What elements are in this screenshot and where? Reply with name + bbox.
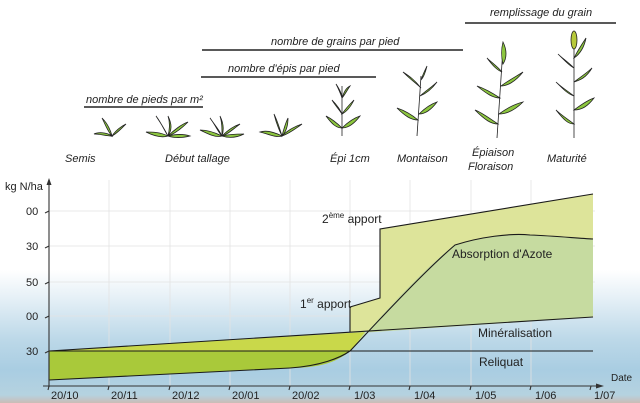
x-tick-label: 20/12 — [172, 390, 200, 402]
plant-tallage-icon — [258, 113, 303, 138]
x-tick-label: 1/06 — [535, 390, 556, 402]
stage-bar-label-remplissage: remplissage du grain — [490, 7, 592, 19]
y-tick-label: 00 — [26, 311, 38, 323]
fertilizer-outline — [349, 193, 594, 332]
y-tick-label: 30 — [26, 346, 38, 358]
plant-tallage-icon — [199, 115, 245, 138]
x-axis — [43, 385, 598, 391]
x-axis-title: Date — [611, 373, 633, 384]
stage-name-debut-tallage: Début tallage — [165, 153, 230, 165]
absorption-curve — [48, 233, 594, 381]
mineralisation-line — [48, 316, 594, 352]
plant-epiaison-icon — [474, 40, 525, 139]
stage-name-epi-1cm: Épi 1cm — [330, 152, 370, 165]
plant-montaison-icon — [396, 65, 439, 137]
stage-name-epiaison: Épiaison — [472, 146, 514, 159]
x-tick-label: 20/01 — [232, 390, 260, 402]
plant-epi-1cm-icon — [325, 83, 362, 136]
x-tick-label: 1/04 — [414, 390, 435, 402]
plant-semis-icon — [93, 117, 127, 138]
x-tick-label: 20/10 — [51, 390, 79, 402]
annotation-reliquat: Reliquat — [479, 355, 524, 369]
plant-maturite-icon — [555, 30, 596, 138]
x-tick-label: 20/11 — [111, 390, 138, 402]
stage-name-maturite: Maturité — [547, 153, 587, 165]
y-tick-label: 00 — [26, 206, 38, 218]
y-axis — [44, 184, 50, 387]
y-tick-label: 30 — [26, 241, 38, 253]
x-tick-label: 1/05 — [475, 390, 496, 402]
stage-name-semis: Semis — [65, 153, 96, 165]
annotation-absorption: Absorption d'Azote — [452, 247, 553, 261]
stage-name-floraison: Floraison — [468, 161, 513, 173]
plant-icons — [93, 30, 596, 139]
absorption-area — [350, 234, 593, 351]
stage-name-montaison: Montaison — [397, 153, 448, 165]
stage-bars — [84, 22, 616, 108]
y-tick-labels: 00 30 50 00 30 — [26, 206, 38, 358]
reliquat-band — [49, 351, 350, 380]
annotation-mineralisation: Minéralisation — [478, 326, 552, 340]
annotation-2eme-apport: 2ème apport — [322, 211, 382, 226]
stage-bar-label-pieds: nombre de pieds par m² — [86, 94, 203, 106]
x-tick-label: 20/02 — [292, 390, 320, 402]
plant-tallage-icon — [145, 115, 192, 138]
y-axis-arrow-icon — [46, 178, 52, 185]
stage-bar-label-grains: nombre de grains par pied — [271, 36, 400, 48]
x-axis-arrow-icon — [596, 383, 604, 389]
y-tick-label: 50 — [26, 277, 38, 289]
y-axis-title: kg N/ha — [5, 181, 44, 193]
stage-bar-label-epis: nombre d'épis par pied — [228, 63, 340, 75]
x-tick-labels: 20/10 20/11 20/12 20/01 20/02 1/03 1/04 … — [51, 390, 615, 402]
x-tick-label: 1/03 — [354, 390, 375, 402]
annotation-1er-apport: 1er apport — [300, 296, 352, 311]
x-tick-label: 1/07 — [594, 390, 615, 402]
